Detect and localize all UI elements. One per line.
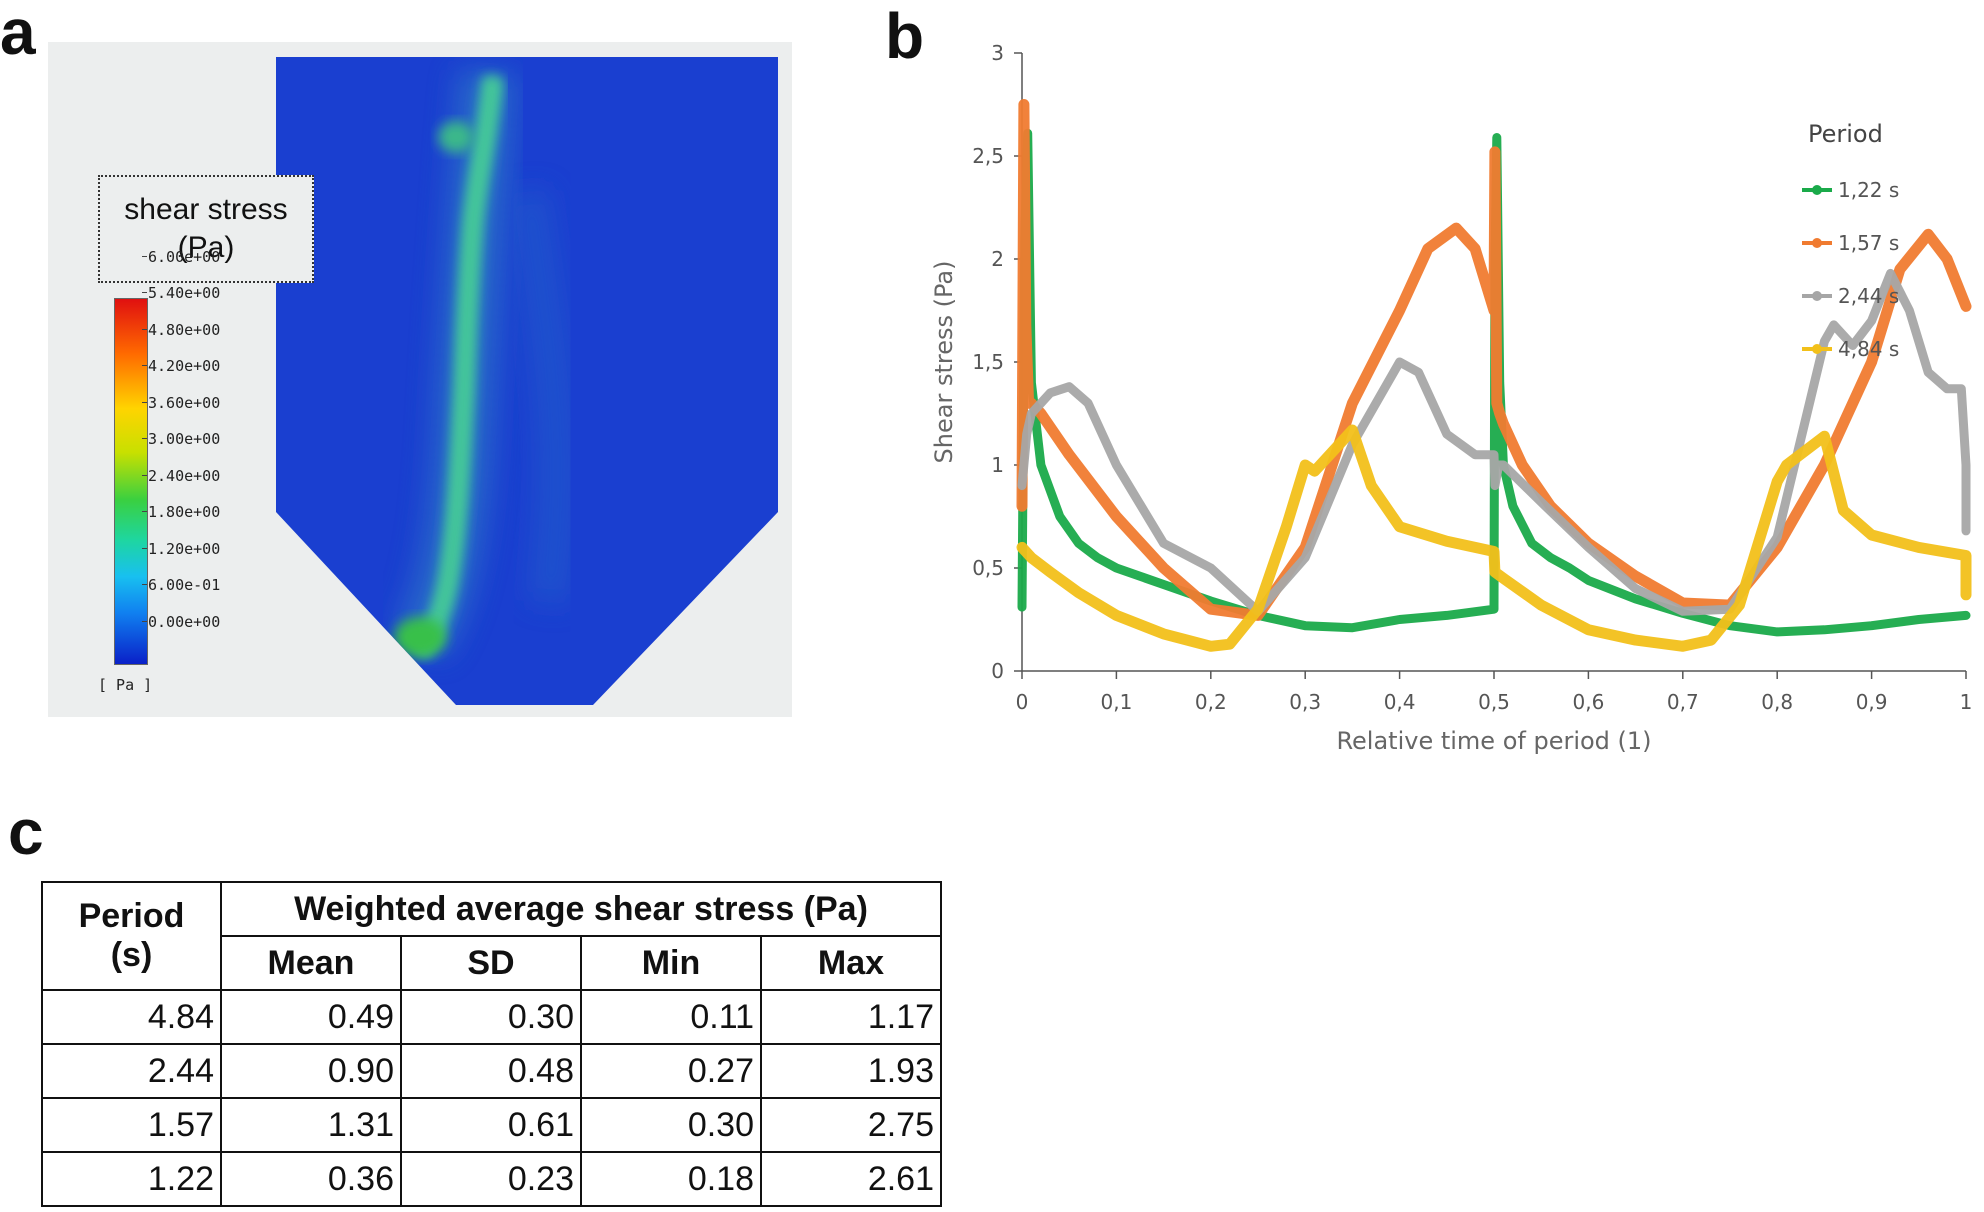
table-subheader-row: Mean SD Min Max <box>42 935 942 991</box>
header-mean: Mean <box>220 935 402 991</box>
table-header-row: Period (s) Weighted average shear stress… <box>41 881 942 991</box>
header-sd: SD <box>400 935 582 991</box>
header-min: Min <box>580 935 762 991</box>
x-tick-label: 0,2 <box>1195 690 1227 714</box>
table-row: 1.57 1.31 0.61 0.30 2.75 <box>41 1097 942 1153</box>
colorbar-tick: 2.40e+00 <box>141 467 221 485</box>
header-period: Period (s) <box>41 881 222 991</box>
x-tick-label: 0,5 <box>1478 690 1510 714</box>
legend-marker <box>1812 291 1822 301</box>
y-tick-label: 0 <box>991 659 1004 683</box>
x-tick-label: 0 <box>1016 690 1029 714</box>
shear-stress-contour-image <box>276 57 778 705</box>
colorbar-tick: 3.00e+00 <box>141 430 221 448</box>
vessel-shape <box>276 57 778 705</box>
y-tick-label: 3 <box>991 41 1004 65</box>
colorbar-tick: 3.60e+00 <box>141 394 221 412</box>
line-chart: 0 0,5 1 1,5 2 2,5 3 0 0,1 0,2 0,3 0,4 0,5 0,6 0,7 0,8 0,… <box>930 41 1973 755</box>
legend-title-line1: shear stress <box>124 193 288 226</box>
table-row: 1.22 0.36 0.23 0.18 2.61 <box>41 1151 942 1207</box>
table-cell: 0.49 <box>220 989 402 1045</box>
colorbar <box>114 298 148 665</box>
x-tick-label: 1 <box>1960 690 1973 714</box>
table-cell: 2.44 <box>41 1043 222 1099</box>
table-cell: 0.30 <box>400 989 582 1045</box>
table-row: 2.44 0.90 0.48 0.27 1.93 <box>41 1043 942 1099</box>
shear-stress-table: Period (s) Weighted average shear stress… <box>41 881 942 1207</box>
panel-label-b: b <box>885 0 925 72</box>
legend-marker <box>1812 238 1822 248</box>
table-cell: 0.48 <box>400 1043 582 1099</box>
table-cell: 1.93 <box>760 1043 942 1099</box>
table-row: 4.84 0.49 0.30 0.11 1.17 <box>41 989 942 1045</box>
table-cell: 0.23 <box>400 1151 582 1207</box>
table-cell: 0.27 <box>580 1043 762 1099</box>
colorbar-tick: 0.00e+00 <box>141 613 221 631</box>
colorbar-tick: 6.00e-01 <box>141 576 221 594</box>
series-line-1 <box>1016 99 1972 621</box>
table-cell: 0.36 <box>220 1151 402 1207</box>
colorbar-tick: 1.20e+00 <box>141 540 221 558</box>
legend-label: 1,57 s <box>1838 231 1899 255</box>
y-tick-label: 1 <box>991 453 1004 477</box>
simulation-panel: shear stress (Pa) 6.00e+00 5.40e+00 4.80… <box>48 42 792 717</box>
y-axis-label: Shear stress (Pa) <box>930 261 958 464</box>
y-tick-label: 2 <box>991 247 1004 271</box>
header-period-line2: (s) <box>110 936 153 974</box>
table-cell: 1.22 <box>41 1151 222 1207</box>
legend-title-line2: (Pa) <box>177 231 235 264</box>
y-tick-label: 2,5 <box>972 144 1004 168</box>
panel-label-c: c <box>8 796 44 868</box>
x-tick-label: 0,8 <box>1761 690 1793 714</box>
x-axis-label: Relative time of period (1) <box>1336 727 1651 755</box>
legend-label: 1,22 s <box>1838 178 1899 202</box>
colorbar-tick: 1.80e+00 <box>141 503 221 521</box>
hotspot-region <box>394 617 446 657</box>
colorbar-legend-title: shear stress (Pa) <box>98 175 314 283</box>
legend-title: Period <box>1808 120 1883 148</box>
legend-label: 2,44 s <box>1838 284 1899 308</box>
header-group: Weighted average shear stress (Pa) <box>220 881 942 937</box>
colorbar-tick: 4.20e+00 <box>141 357 221 375</box>
x-tick-label: 0,7 <box>1667 690 1699 714</box>
series-line-3 <box>1016 424 1972 652</box>
series-line-2 <box>1017 268 1971 616</box>
table-cell: 0.90 <box>220 1043 402 1099</box>
table-cell: 1.31 <box>220 1097 402 1153</box>
x-tick-label: 0,9 <box>1856 690 1888 714</box>
legend-marker <box>1812 344 1822 354</box>
header-max: Max <box>760 935 942 991</box>
colorbar-unit: [ Pa ] <box>98 676 153 694</box>
table-cell: 2.61 <box>760 1151 942 1207</box>
x-tick-label: 0,4 <box>1384 690 1416 714</box>
legend-marker <box>1812 185 1822 195</box>
table-cell: 1.57 <box>41 1097 222 1153</box>
table-cell: 0.61 <box>400 1097 582 1153</box>
series-line-0 <box>1017 128 1971 637</box>
header-period-line1: Period <box>78 897 185 935</box>
legend-label: 4,84 s <box>1838 337 1899 361</box>
panel-label-a: a <box>0 0 36 68</box>
table-cell: 0.30 <box>580 1097 762 1153</box>
line-chart-panel: 0 0,5 1 1,5 2 2,5 3 0 0,1 0,2 0,3 0,4 0,5 0,6 0,7 0,8 0,… <box>900 0 1984 780</box>
colorbar-tick: 4.80e+00 <box>141 321 221 339</box>
table-cell: 0.11 <box>580 989 762 1045</box>
table-cell: 0.18 <box>580 1151 762 1207</box>
table-cell: 1.17 <box>760 989 942 1045</box>
x-tick-label: 0,1 <box>1100 690 1132 714</box>
y-tick-label: 1,5 <box>972 350 1004 374</box>
colorbar-tick: 5.40e+00 <box>141 284 221 302</box>
x-tick-label: 0,3 <box>1289 690 1321 714</box>
y-tick-label: 0,5 <box>972 556 1004 580</box>
table-cell: 2.75 <box>760 1097 942 1153</box>
table-cell: 4.84 <box>41 989 222 1045</box>
colorbar-tick: 6.00e+00 <box>141 248 221 266</box>
x-tick-label: 0,6 <box>1572 690 1604 714</box>
